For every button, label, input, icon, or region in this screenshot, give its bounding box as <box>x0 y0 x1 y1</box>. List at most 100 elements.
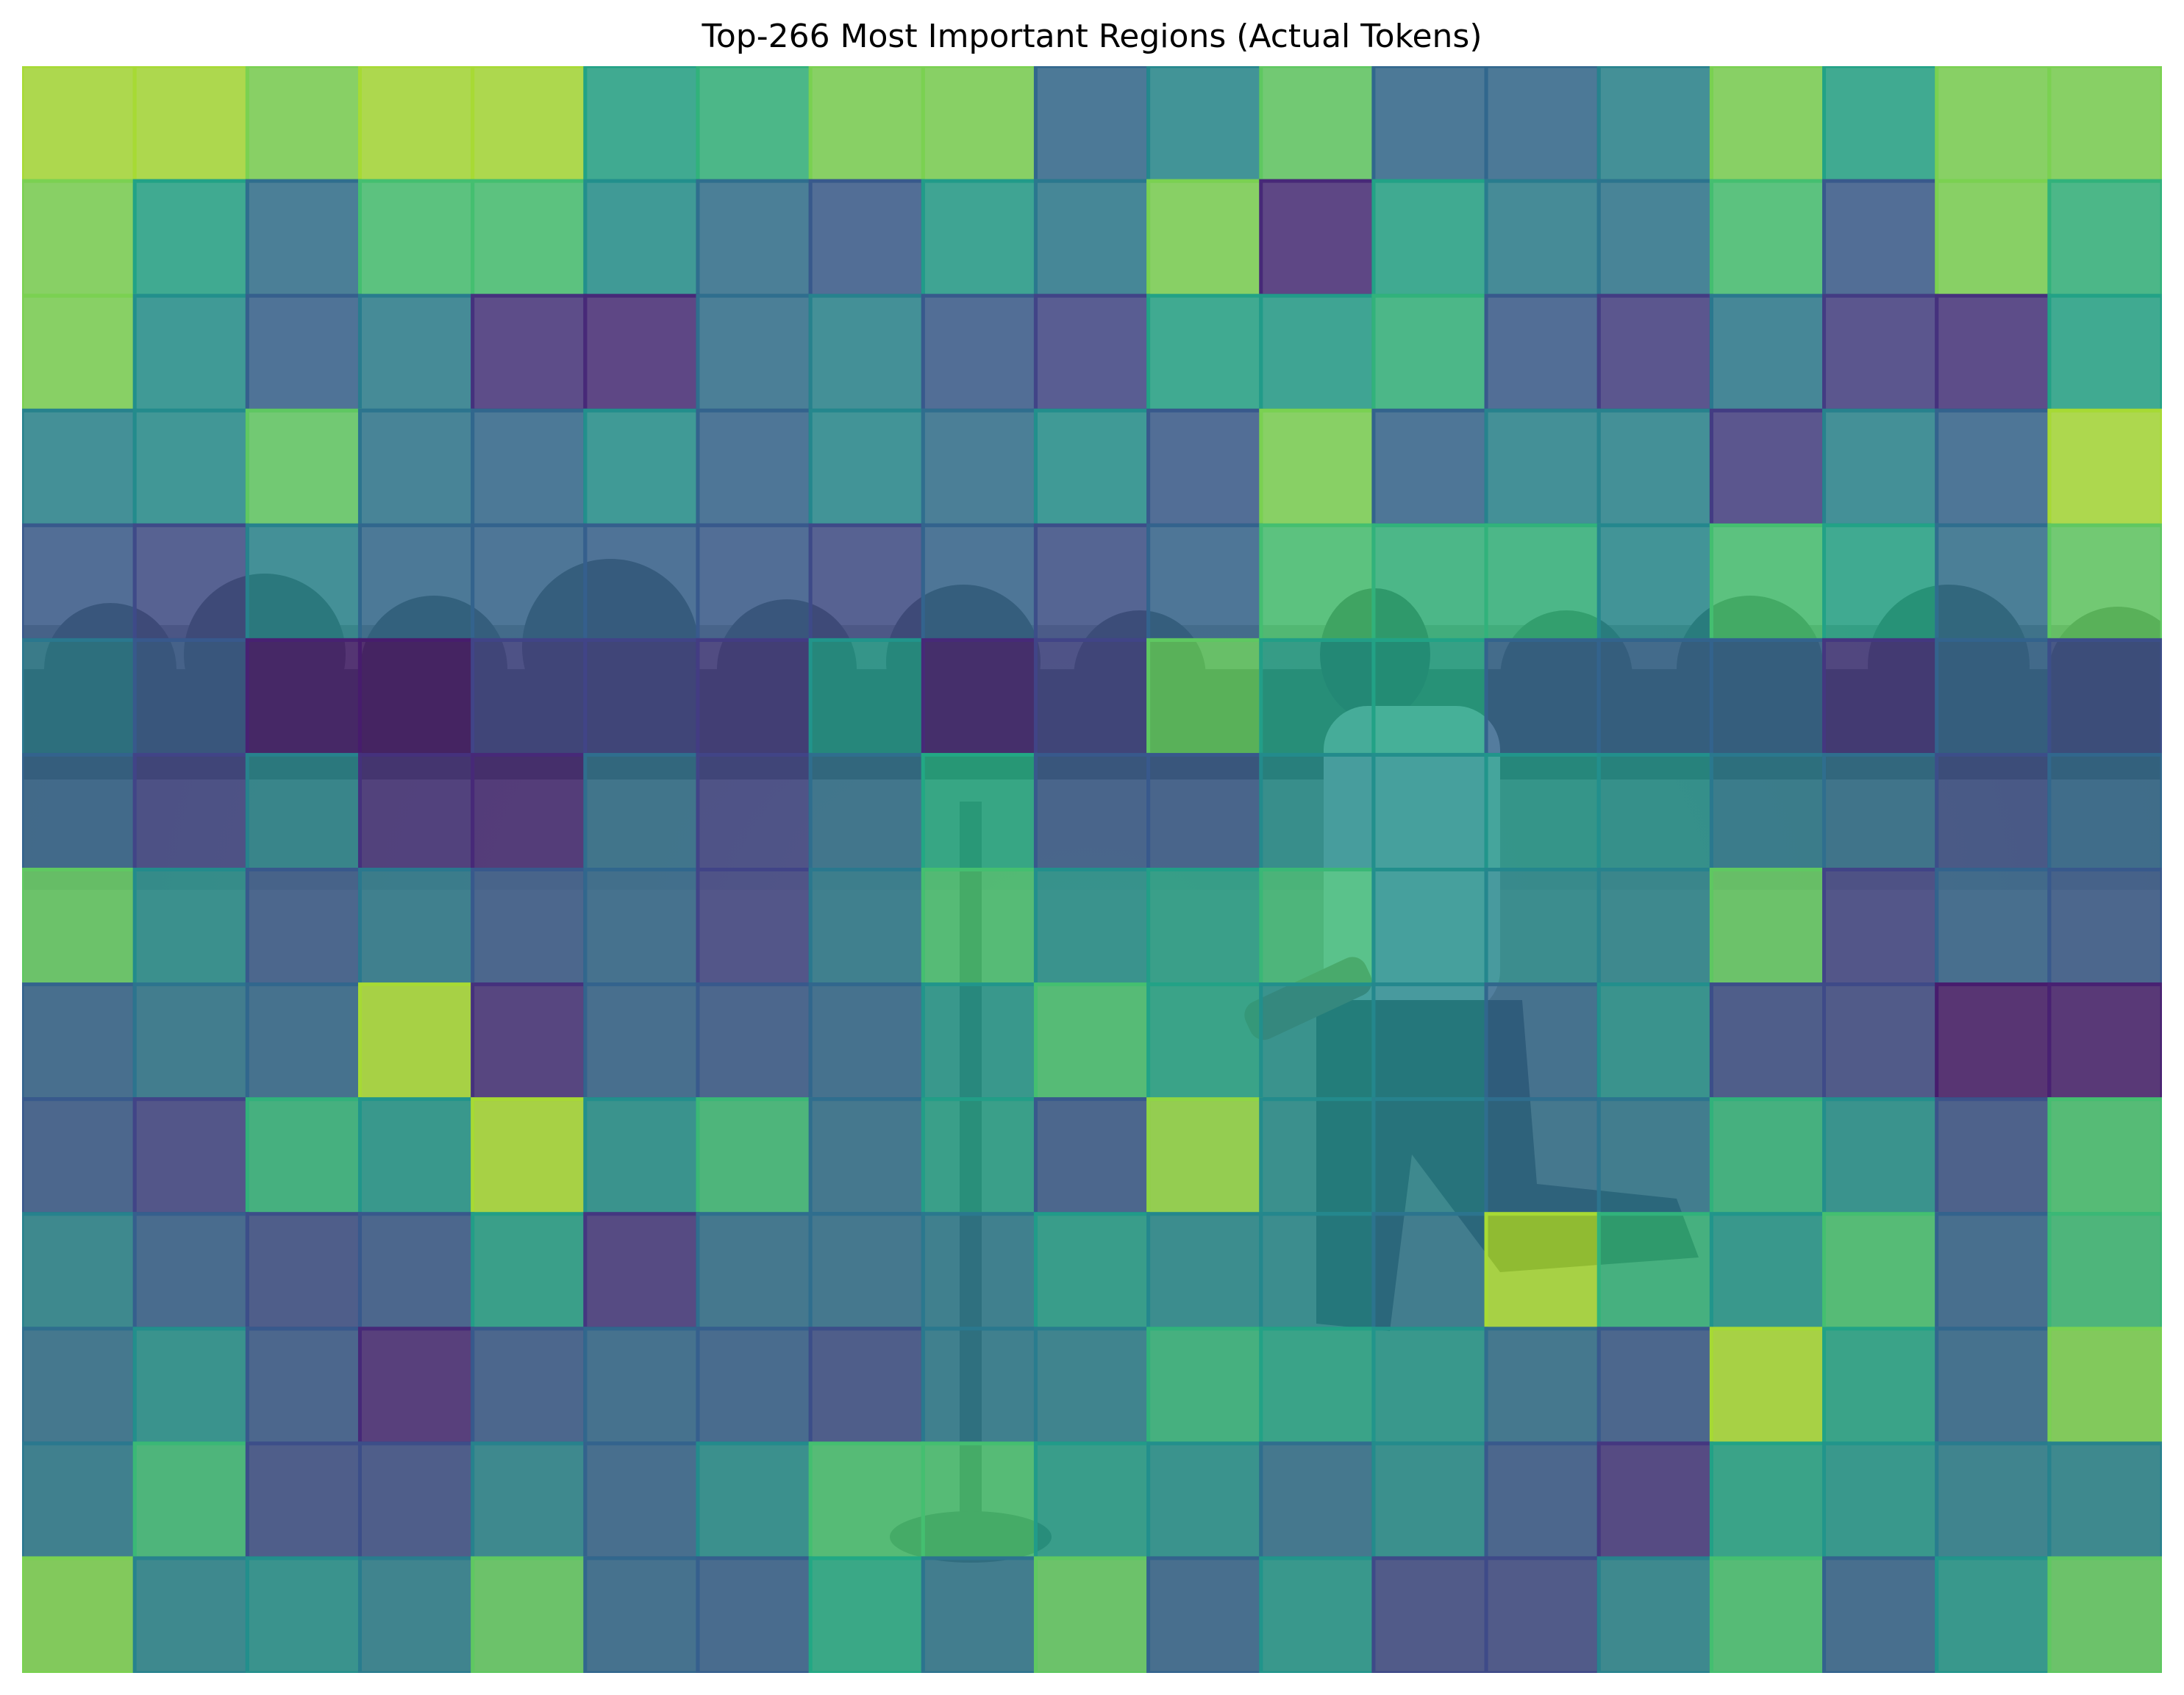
heatmap-cell-r12-c6 <box>696 1441 813 1560</box>
heatmap-cell-r2-c3 <box>357 293 475 413</box>
heatmap-cell-r7-c9 <box>1033 868 1151 987</box>
heatmap-cell-r3-c10 <box>1146 408 1263 527</box>
heatmap-cell-r1-c6 <box>696 179 813 298</box>
heatmap-cell-r11-c7 <box>808 1327 925 1446</box>
heatmap-cell-r5-c10 <box>1146 638 1263 757</box>
heatmap-cell-r6-c8 <box>921 752 1038 871</box>
heatmap-cell-r3-c7 <box>808 408 925 527</box>
heatmap-cell-r12-c13 <box>1484 1441 1601 1560</box>
heatmap-cell-r7-c6 <box>696 868 813 987</box>
heatmap-cell-r12-c18 <box>2047 1441 2162 1560</box>
heatmap-cell-r5-c12 <box>1371 638 1488 757</box>
heatmap-cell-r5-c3 <box>357 638 475 757</box>
heatmap-cell-r9-c8 <box>921 1097 1038 1216</box>
heatmap-cell-r9-c18 <box>2047 1097 2162 1216</box>
heatmap-cell-r3-c11 <box>1259 408 1376 527</box>
heatmap-cell-r3-c5 <box>583 408 700 527</box>
heatmap-cell-r1-c2 <box>245 179 362 298</box>
heatmap-cell-r7-c2 <box>245 868 362 987</box>
heatmap-cell-r12-c5 <box>583 1441 700 1560</box>
heatmap-cell-r5-c1 <box>132 638 249 757</box>
heatmap-cell-r2-c15 <box>1709 293 1827 413</box>
heatmap-cell-r9-c0 <box>22 1097 137 1216</box>
heatmap-cell-r12-c2 <box>245 1441 362 1560</box>
heatmap-cell-r1-c8 <box>921 179 1038 298</box>
heatmap-cell-r10-c14 <box>1596 1212 1713 1331</box>
heatmap-cell-r3-c3 <box>357 408 475 527</box>
heatmap-cell-r1-c9 <box>1033 179 1151 298</box>
heatmap-cell-r6-c4 <box>471 752 588 871</box>
heatmap-cell-r2-c17 <box>1935 293 2052 413</box>
heatmap-cell-r12-c3 <box>357 1441 475 1560</box>
heatmap-cell-r2-c12 <box>1371 293 1488 413</box>
heatmap-cell-r12-c0 <box>22 1441 137 1560</box>
heatmap-cell-r5-c4 <box>471 638 588 757</box>
heatmap-cell-r3-c4 <box>471 408 588 527</box>
heatmap-cell-r1-c15 <box>1709 179 1827 298</box>
heatmap-cell-r7-c4 <box>471 868 588 987</box>
heatmap-cell-r3-c0 <box>22 408 137 527</box>
heatmap-cell-r7-c11 <box>1259 868 1376 987</box>
heatmap-cell-r11-c18 <box>2047 1327 2162 1446</box>
heatmap-cell-r2-c10 <box>1146 293 1263 413</box>
heatmap-cell-r0-c6 <box>696 66 813 183</box>
heatmap-cell-r10-c8 <box>921 1212 1038 1331</box>
heatmap-cell-r1-c7 <box>808 179 925 298</box>
heatmap-cell-r2-c9 <box>1033 293 1151 413</box>
heatmap-cell-r6-c14 <box>1596 752 1713 871</box>
heatmap-cell-r8-c9 <box>1033 982 1151 1102</box>
heatmap-cell-r12-c12 <box>1371 1441 1488 1560</box>
heatmap-cell-r2-c4 <box>471 293 588 413</box>
heatmap-cell-r3-c16 <box>1822 408 1939 527</box>
heatmap-cell-r7-c13 <box>1484 868 1601 987</box>
heatmap-cell-r4-c1 <box>132 523 249 642</box>
heatmap-cell-r4-c7 <box>808 523 925 642</box>
heatmap-cell-r8-c3 <box>357 982 475 1102</box>
heatmap-cell-r8-c6 <box>696 982 813 1102</box>
heatmap-cell-r5-c14 <box>1596 638 1713 757</box>
heatmap-cell-r2-c16 <box>1822 293 1939 413</box>
heatmap-cells <box>22 66 2162 1673</box>
heatmap-cell-r1-c17 <box>1935 179 2052 298</box>
heatmap-cell-r8-c15 <box>1709 982 1827 1102</box>
heatmap-cell-r4-c14 <box>1596 523 1713 642</box>
heatmap-cell-r3-c8 <box>921 408 1038 527</box>
heatmap-cell-r6-c9 <box>1033 752 1151 871</box>
heatmap-cell-r2-c0 <box>22 293 137 413</box>
heatmap-cell-r5-c9 <box>1033 638 1151 757</box>
heatmap-cell-r1-c0 <box>22 179 137 298</box>
heatmap-cell-r9-c12 <box>1371 1097 1488 1216</box>
heatmap-cell-r13-c0 <box>22 1556 137 1673</box>
heatmap-cell-r9-c17 <box>1935 1097 2052 1216</box>
heatmap-cell-r9-c13 <box>1484 1097 1601 1216</box>
heatmap-cell-r11-c12 <box>1371 1327 1488 1446</box>
heatmap-cell-r7-c17 <box>1935 868 2052 987</box>
heatmap-cell-r4-c5 <box>583 523 700 642</box>
heatmap-cell-r13-c7 <box>808 1556 925 1673</box>
heatmap-cell-r9-c9 <box>1033 1097 1151 1216</box>
heatmap-cell-r9-c11 <box>1259 1097 1376 1216</box>
heatmap-cell-r2-c8 <box>921 293 1038 413</box>
heatmap-cell-r4-c17 <box>1935 523 2052 642</box>
heatmap-cell-r4-c15 <box>1709 523 1827 642</box>
heatmap-cell-r8-c12 <box>1371 982 1488 1102</box>
heatmap-cell-r0-c5 <box>583 66 700 183</box>
heatmap-cell-r1-c18 <box>2047 179 2162 298</box>
heatmap-cell-r12-c15 <box>1709 1441 1827 1560</box>
heatmap-cell-r10-c5 <box>583 1212 700 1331</box>
heatmap-cell-r13-c15 <box>1709 1556 1827 1673</box>
heatmap-cell-r9-c16 <box>1822 1097 1939 1216</box>
heatmap-cell-r2-c11 <box>1259 293 1376 413</box>
heatmap-cell-r6-c16 <box>1822 752 1939 871</box>
heatmap-cell-r3-c13 <box>1484 408 1601 527</box>
heatmap-cell-r0-c2 <box>245 66 362 183</box>
heatmap-svg <box>22 66 2162 1673</box>
heatmap-cell-r3-c17 <box>1935 408 2052 527</box>
heatmap-cell-r8-c5 <box>583 982 700 1102</box>
heatmap-cell-r5-c15 <box>1709 638 1827 757</box>
heatmap-cell-r0-c0 <box>22 66 137 183</box>
heatmap-cell-r11-c3 <box>357 1327 475 1446</box>
heatmap-cell-r3-c2 <box>245 408 362 527</box>
heatmap-cell-r1-c13 <box>1484 179 1601 298</box>
heatmap-cell-r9-c5 <box>583 1097 700 1216</box>
